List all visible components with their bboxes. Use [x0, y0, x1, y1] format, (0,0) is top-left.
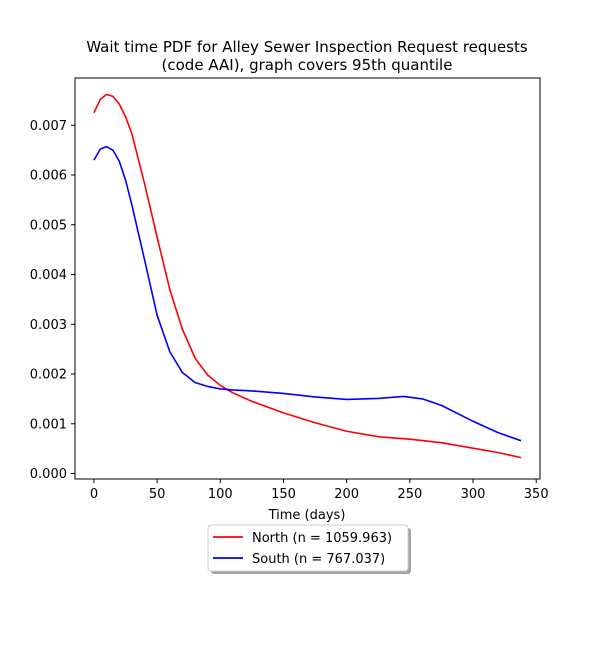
y-tick-label: 0.002 — [30, 368, 67, 383]
y-axis: 0.000 0.001 0.002 0.003 0.004 0.005 0.006 0.007 — [30, 119, 75, 482]
legend-label-south: South (n = 767.037) — [252, 552, 385, 567]
x-tick-label: 200 — [334, 487, 359, 502]
x-tick-label: 100 — [208, 487, 233, 502]
plot-frame — [74, 77, 541, 480]
legend-label-north: North (n = 1059.963) — [252, 531, 392, 546]
chart-title-line-2: (code AAI), graph covers 95th quantile — [162, 56, 453, 74]
y-tick-label: 0.004 — [30, 268, 67, 283]
series-line-south — [93, 145, 522, 442]
chart-title: Wait time PDF for Alley Sewer Inspection… — [86, 38, 528, 74]
x-tick-label: 300 — [461, 487, 486, 502]
legend: North (n = 1059.963) South (n = 767.037) — [207, 524, 411, 574]
y-tick-label: 0.001 — [30, 417, 67, 432]
y-tick-label: 0.000 — [30, 467, 67, 482]
x-axis: 0 50 100 150 200 250 300 350 — [90, 479, 549, 502]
x-axis-label: Time (days) — [268, 508, 346, 523]
x-tick-label: 0 — [90, 487, 98, 502]
y-tick-label: 0.007 — [30, 119, 67, 134]
x-tick-label: 150 — [271, 487, 296, 502]
chart-title-line-1: Wait time PDF for Alley Sewer Inspection… — [86, 38, 528, 56]
y-tick-label: 0.005 — [30, 218, 67, 233]
legend-box — [207, 524, 409, 572]
series-line-north — [93, 93, 522, 459]
x-tick-label: 350 — [524, 487, 549, 502]
y-tick-label: 0.006 — [30, 169, 67, 184]
y-tick-label: 0.003 — [30, 318, 67, 333]
plot-lines — [93, 93, 522, 459]
x-tick-label: 50 — [149, 487, 166, 502]
x-tick-label: 250 — [397, 487, 422, 502]
